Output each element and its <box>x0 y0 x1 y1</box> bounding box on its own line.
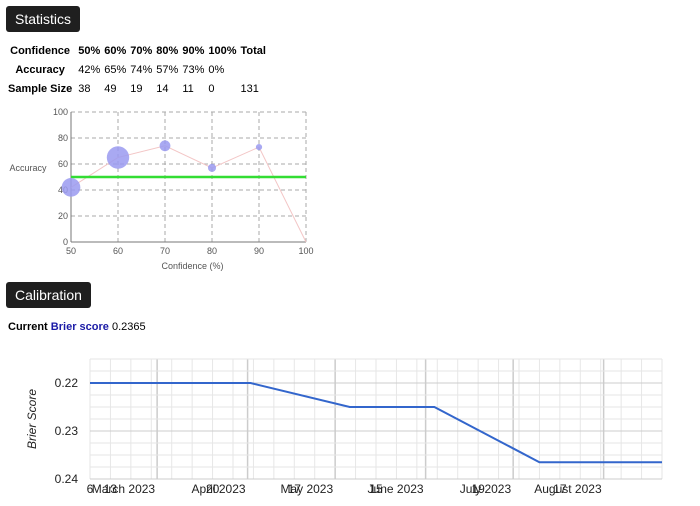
accuracy-point <box>207 163 217 172</box>
table-cell: 14 <box>156 83 169 95</box>
table-cell: 74% <box>130 64 153 76</box>
x-tick-label: 13 <box>104 482 118 496</box>
x-tick-label: July 2023 <box>460 482 512 496</box>
accuracy-connector-line <box>70 145 307 243</box>
header-cell: 60% <box>104 45 127 57</box>
y-tick-label: 20 <box>58 211 68 221</box>
y-tick-label: 80 <box>58 133 68 143</box>
brier-score-line <box>90 382 662 464</box>
brier-score-value: 0.2365 <box>111 321 146 333</box>
accuracy-label: Accuracy <box>15 64 65 76</box>
confidence-row: Confidence 50% 60% 70% 80% 90% 100% Tota… <box>6 42 268 61</box>
current-brier-score: Current Brier score 0.2365 <box>8 321 146 333</box>
table-cell: 0% <box>208 64 225 76</box>
accuracy-point <box>255 144 263 151</box>
table-cell: 42% <box>78 64 101 76</box>
sample-size-row: Sample Size 38 49 19 14 11 0 131 <box>6 80 268 99</box>
y-tick-label: 0.23 <box>55 424 79 438</box>
x-axis-label: Confidence (%) <box>161 261 223 271</box>
x-tick-label: 15 <box>369 482 383 496</box>
table-cell: 73% <box>182 64 205 76</box>
confidence-header: Confidence <box>10 45 71 57</box>
x-tick-label: 17 <box>553 482 567 496</box>
x-tick-label: 70 <box>160 246 170 256</box>
y-tick-label: 0.22 <box>55 376 79 390</box>
table-cell: 65% <box>104 64 127 76</box>
x-tick-label: 17 <box>288 482 302 496</box>
accuracy-row: Accuracy 42% 65% 74% 57% 73% 0% <box>6 61 268 80</box>
x-tick-label: 19 <box>471 482 485 496</box>
x-tick-label: March 2023 <box>92 482 156 496</box>
brier-score-link[interactable]: Brier score <box>50 321 109 333</box>
header-cell: 50% <box>78 45 101 57</box>
table-cell: 131 <box>240 83 259 95</box>
y-tick-label: 0.24 <box>55 472 79 486</box>
header-cell: 70% <box>130 45 153 57</box>
sample-size-label: Sample Size <box>8 83 73 95</box>
table-cell: 11 <box>182 83 194 95</box>
statistics-table: Confidence 50% 60% 70% 80% 90% 100% Tota… <box>6 42 268 99</box>
statistics-header: Statistics <box>6 6 81 32</box>
x-tick-label: August 2023 <box>534 482 602 496</box>
accuracy-point <box>106 146 130 169</box>
y-axis-label: Accuracy <box>9 163 47 173</box>
header-cell: Total <box>240 45 266 57</box>
y-tick-label: 60 <box>58 159 68 169</box>
table-cell: 19 <box>130 83 143 95</box>
brier-prefix: Current <box>8 321 48 333</box>
x-tick-label: 80 <box>207 246 217 256</box>
calibration-header: Calibration <box>6 282 91 308</box>
x-tick-label: May 2023 <box>280 482 333 496</box>
header-cell: 80% <box>156 45 179 57</box>
accuracy-point <box>159 140 171 152</box>
x-tick-label: 100 <box>298 246 313 256</box>
y-tick-label: 100 <box>53 107 68 117</box>
accuracy-chart: 0204060801005060708090100AccuracyConfide… <box>9 107 313 271</box>
x-tick-label: 90 <box>254 246 264 256</box>
x-tick-label: April 2023 <box>192 482 246 496</box>
x-tick-label: 20 <box>206 482 220 496</box>
y-tick-label: 0 <box>63 237 68 247</box>
x-tick-label: June 2023 <box>368 482 424 496</box>
table-cell: 57% <box>156 64 179 76</box>
y-axis-label: Brier Score <box>25 389 39 449</box>
x-tick-label: 6 <box>87 482 94 496</box>
accuracy-point <box>61 178 81 197</box>
table-cell: 0 <box>208 83 215 95</box>
table-cell: 49 <box>104 83 117 95</box>
x-tick-label: 60 <box>113 246 123 256</box>
header-cell: 100% <box>208 45 237 57</box>
x-tick-label: 50 <box>66 246 76 256</box>
header-cell: 90% <box>182 45 205 57</box>
table-cell: 38 <box>78 83 91 95</box>
table-cell <box>239 61 268 80</box>
